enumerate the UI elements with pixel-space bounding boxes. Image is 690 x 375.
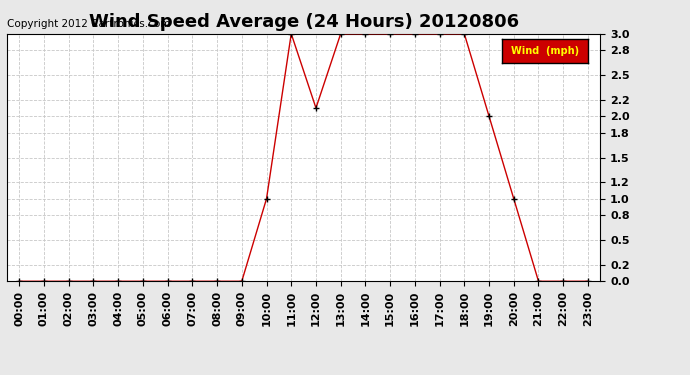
Text: Copyright 2012 Cartronics.com: Copyright 2012 Cartronics.com [7, 19, 170, 29]
Title: Wind Speed Average (24 Hours) 20120806: Wind Speed Average (24 Hours) 20120806 [88, 13, 519, 31]
